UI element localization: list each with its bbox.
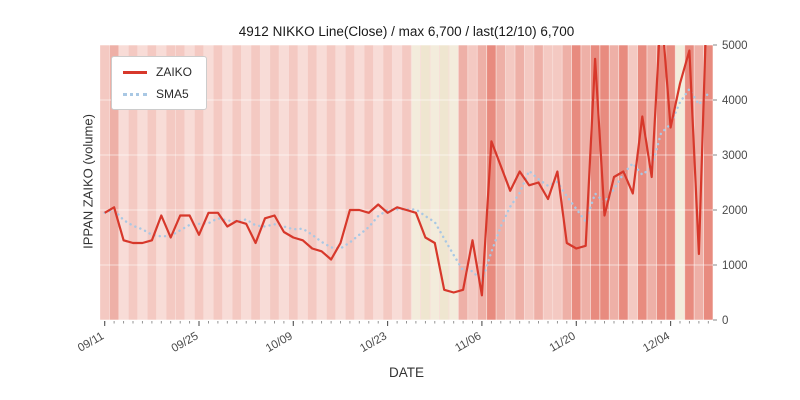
day-band [477, 45, 487, 320]
day-band [194, 45, 204, 320]
x-tick-label: 12/04 [641, 330, 672, 355]
day-band [515, 45, 524, 320]
y-tick-label: 1000 [722, 260, 748, 272]
day-band [289, 45, 298, 320]
y-tick-label: 2000 [722, 205, 748, 217]
day-band [373, 45, 383, 320]
series-lines [103, 45, 710, 297]
day-band [298, 45, 308, 320]
day-band [487, 45, 496, 320]
day-band [666, 45, 675, 320]
legend-item-zaiko: ZAIKO [123, 65, 192, 79]
day-band [307, 45, 317, 320]
zaiko-line-sample [123, 70, 147, 74]
y-tick-label: 4000 [722, 95, 748, 107]
day-band [119, 45, 128, 320]
legend-label-sma5: SMA5 [156, 87, 189, 101]
day-band [326, 45, 336, 320]
sma5-line-sample [123, 92, 147, 96]
day-band [496, 45, 506, 320]
y-tick-label: 3000 [722, 150, 748, 162]
day-band [647, 45, 657, 320]
day-band [166, 45, 176, 320]
x-tick-label: 09/25 [170, 330, 201, 355]
day-band [439, 45, 449, 320]
y-tick-label: 0 [722, 315, 728, 327]
day-band [600, 45, 609, 320]
day-band [685, 45, 694, 320]
day-band [204, 45, 213, 320]
day-band [562, 45, 572, 320]
x-axis-label: DATE [388, 365, 424, 380]
day-band [213, 45, 223, 320]
day-band [147, 45, 157, 320]
day-band [430, 45, 440, 320]
day-band [336, 45, 345, 320]
day-band [656, 45, 666, 320]
day-band [109, 45, 119, 320]
day-band [279, 45, 289, 320]
y-axis-label: IPPAN ZAIKO (volume) [80, 114, 96, 249]
day-band [364, 45, 374, 320]
day-band [590, 45, 600, 320]
legend-item-sma5: SMA5 [123, 87, 192, 101]
x-axis-tick-labels: 09/11 09/25 10/09 10/23 11/06 11/20 12/04 [76, 330, 673, 355]
day-band [128, 45, 138, 320]
y-tick-label: 5000 [722, 40, 748, 52]
day-band [468, 45, 477, 320]
day-band [411, 45, 421, 320]
day-band [241, 45, 251, 320]
chart-title: 4912 NIKKO Line(Close) / max 6,700 / las… [238, 24, 575, 39]
day-band [458, 45, 468, 320]
day-band [402, 45, 411, 320]
volume-bands [100, 45, 713, 320]
day-band [703, 45, 713, 320]
axis-ticks [104, 44, 717, 326]
legend-label-zaiko: ZAIKO [156, 65, 193, 79]
day-band [100, 45, 110, 320]
day-band [421, 45, 430, 320]
day-band [675, 45, 685, 320]
day-band [628, 45, 638, 320]
day-band [449, 45, 458, 320]
day-band [223, 45, 232, 320]
day-band [345, 45, 355, 320]
x-tick-label: 11/06 [453, 330, 483, 354]
x-tick-label: 10/23 [358, 330, 389, 355]
x-tick-label: 10/09 [264, 330, 295, 355]
day-band [138, 45, 147, 320]
day-band [571, 45, 581, 320]
zaiko-line [104, 45, 707, 297]
day-band [637, 45, 647, 320]
y-axis-tick-labels: 0 1000 2000 3000 4000 5000 [722, 40, 748, 327]
legend: ZAIKO SMA5 [111, 56, 208, 110]
day-band [383, 45, 392, 320]
day-band [156, 45, 166, 320]
day-band [619, 45, 628, 320]
day-band [317, 45, 326, 320]
day-band [355, 45, 364, 320]
day-band [609, 45, 619, 320]
day-band [543, 45, 553, 320]
day-band [505, 45, 515, 320]
day-band [270, 45, 279, 320]
day-band [524, 45, 534, 320]
day-band [260, 45, 270, 320]
day-band [232, 45, 242, 320]
day-band [175, 45, 185, 320]
x-tick-label: 09/11 [76, 330, 106, 354]
day-band [392, 45, 402, 320]
day-band [694, 45, 704, 320]
day-band [251, 45, 260, 320]
day-band [581, 45, 590, 320]
day-band [185, 45, 194, 320]
sma5-line [103, 86, 710, 284]
x-tick-label: 11/20 [548, 330, 578, 354]
